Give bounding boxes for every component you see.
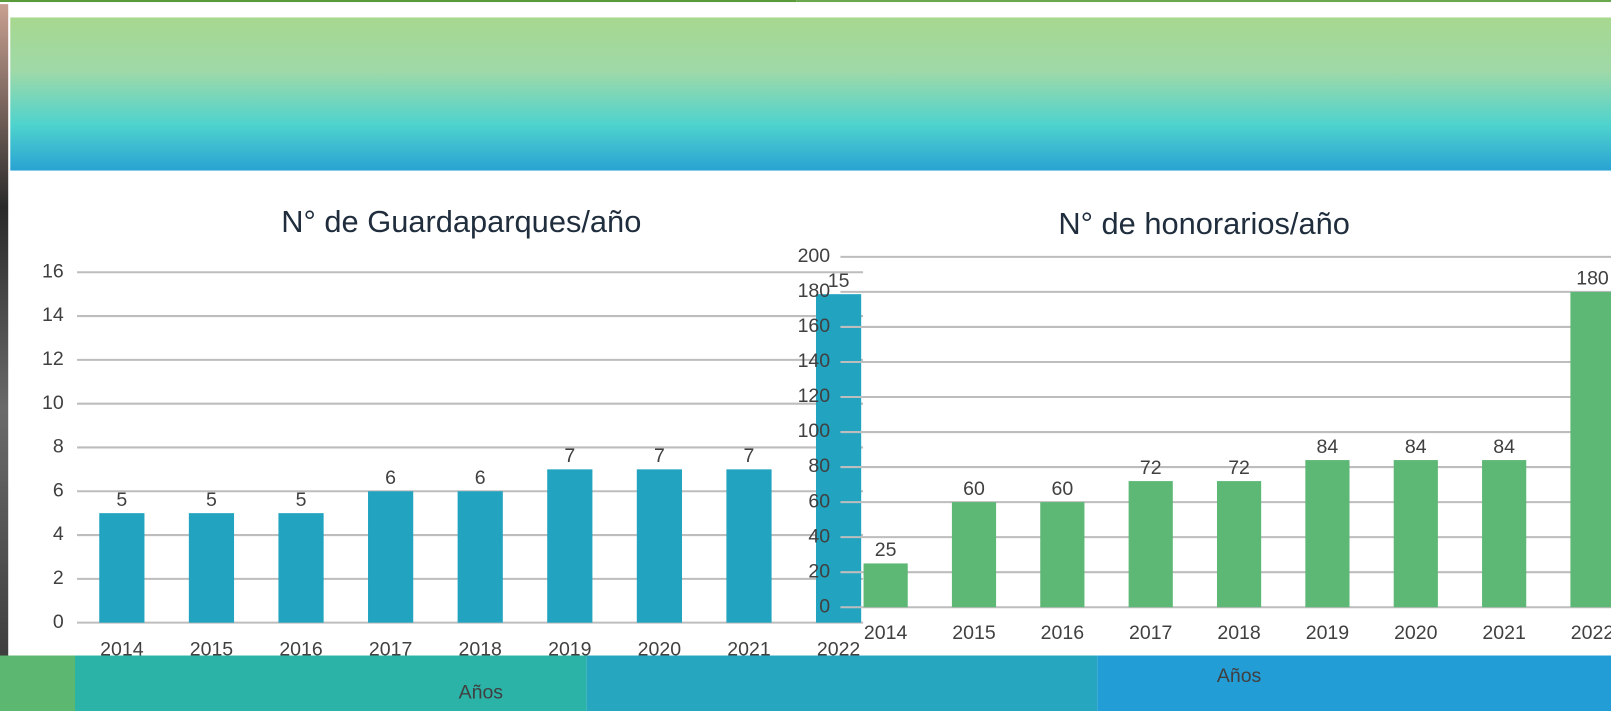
x-tick-label: 2022: [817, 639, 860, 661]
footer-band: [1097, 656, 1611, 711]
x-tick-label: 2020: [638, 639, 682, 661]
value-label: 84: [1493, 436, 1515, 458]
value-label: 60: [1051, 478, 1073, 500]
x-tick-label: 2018: [459, 639, 502, 661]
bar: [1129, 481, 1173, 607]
y-tick-label: 0: [53, 611, 64, 633]
y-tick-label: 180: [798, 280, 831, 302]
x-tick-label: 2021: [1482, 622, 1525, 644]
y-tick-label: 6: [53, 479, 64, 501]
photo-strip: [0, 4, 8, 682]
bar: [99, 513, 144, 622]
bar: [864, 563, 908, 607]
slide: N° de Guardaparques/año02468101214165201…: [0, 0, 1611, 711]
value-label: 84: [1405, 436, 1427, 458]
x-tick-label: 2017: [1129, 622, 1172, 644]
x-tick-label: 2015: [190, 639, 234, 661]
x-tick-label: 2017: [369, 639, 412, 661]
y-tick-label: 200: [798, 245, 831, 267]
bar: [952, 502, 996, 607]
value-label: 6: [475, 467, 486, 489]
value-label: 5: [116, 489, 127, 511]
bar: [189, 513, 234, 622]
bar: [1217, 481, 1261, 607]
x-axis-title: Años: [1217, 665, 1262, 687]
y-tick-label: 8: [53, 436, 64, 458]
x-tick-label: 2016: [1041, 622, 1084, 644]
bar: [368, 491, 413, 622]
y-tick-label: 160: [798, 315, 831, 337]
value-label: 72: [1228, 457, 1250, 479]
x-tick-label: 2015: [952, 622, 996, 644]
top-rule: [0, 0, 796, 2]
y-tick-label: 14: [42, 304, 64, 326]
footer-band: [0, 656, 75, 711]
value-label: 72: [1140, 457, 1162, 479]
x-tick-label: 2014: [100, 639, 144, 661]
header-banner: [10, 17, 1611, 170]
y-tick-label: 20: [808, 560, 830, 582]
x-tick-label: 2019: [1306, 622, 1349, 644]
bar: [1482, 460, 1526, 607]
x-tick-label: 2022: [1571, 622, 1611, 644]
y-tick-label: 120: [798, 385, 831, 407]
bar: [547, 469, 592, 622]
y-tick-label: 100: [798, 420, 831, 442]
y-tick-label: 40: [808, 525, 830, 547]
y-tick-label: 0: [819, 595, 830, 617]
value-label: 15: [828, 270, 850, 292]
value-label: 84: [1317, 436, 1339, 458]
value-label: 7: [654, 445, 665, 467]
bar: [458, 491, 503, 622]
x-tick-label: 2021: [727, 639, 770, 661]
value-label: 7: [744, 445, 755, 467]
bar: [726, 469, 771, 622]
x-tick-label: 2016: [279, 639, 322, 661]
y-tick-label: 80: [808, 455, 830, 477]
x-tick-label: 2019: [548, 639, 591, 661]
chart-title: N° de Guardaparques/año: [281, 204, 641, 239]
bar: [1040, 502, 1084, 607]
value-label: 5: [206, 489, 217, 511]
x-tick-label: 2018: [1217, 622, 1260, 644]
bar: [278, 513, 323, 622]
value-label: 180: [1576, 268, 1609, 290]
x-tick-label: 2014: [864, 622, 908, 644]
value-label: 60: [963, 478, 985, 500]
x-axis-title: Años: [459, 682, 504, 704]
page: {"chart_data": [ {"type": "bar", "title"…: [0, 0, 1611, 711]
y-tick-label: 60: [808, 490, 830, 512]
footer-band: [587, 656, 1098, 711]
bar: [1570, 292, 1611, 607]
y-tick-label: 16: [42, 260, 64, 282]
value-label: 5: [296, 489, 307, 511]
x-tick-label: 2020: [1394, 622, 1438, 644]
footer-band: [75, 656, 587, 711]
bar: [1394, 460, 1438, 607]
y-tick-label: 140: [798, 350, 831, 372]
y-tick-label: 10: [42, 392, 64, 414]
value-label: 7: [564, 445, 575, 467]
value-label: 25: [875, 539, 897, 561]
y-tick-label: 2: [53, 567, 64, 589]
y-tick-label: 12: [42, 348, 64, 370]
y-tick-label: 4: [53, 523, 64, 545]
bar: [1305, 460, 1349, 607]
top-rule: [796, 0, 1611, 2]
bar: [637, 469, 682, 622]
value-label: 6: [385, 467, 396, 489]
chart-title: N° de honorarios/año: [1058, 206, 1350, 241]
